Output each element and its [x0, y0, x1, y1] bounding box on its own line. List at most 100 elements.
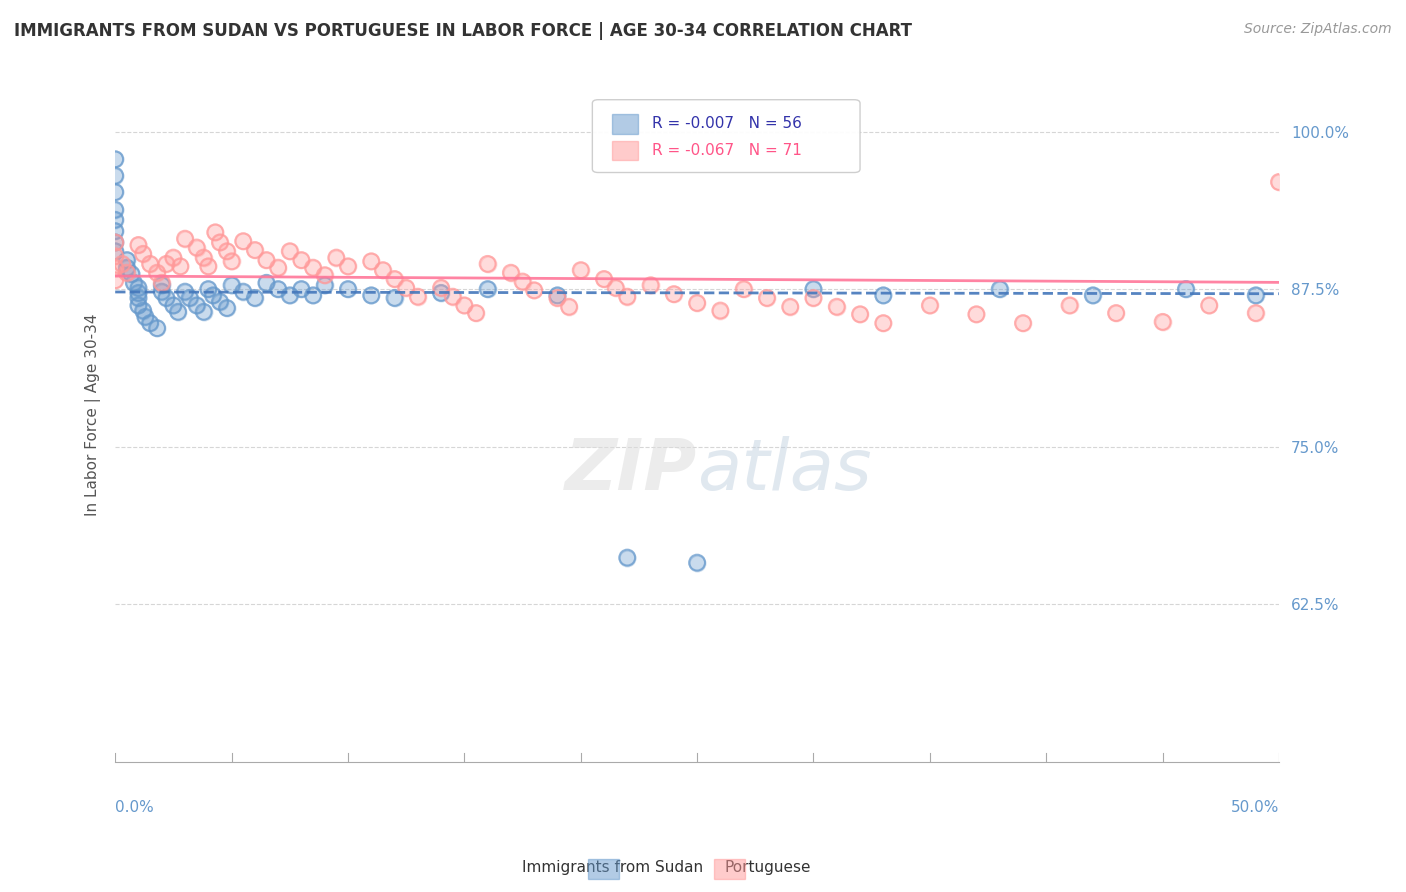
Point	[146, 266, 169, 280]
Point	[179, 291, 201, 305]
Point	[155, 291, 177, 305]
Point	[104, 244, 127, 259]
Point	[325, 251, 347, 265]
Point	[115, 266, 138, 280]
Point	[662, 287, 685, 301]
Point	[686, 296, 709, 310]
Point	[104, 224, 127, 238]
Point	[803, 282, 825, 296]
Point	[314, 268, 336, 283]
Point	[104, 249, 127, 263]
Point	[616, 550, 638, 565]
Point	[477, 257, 499, 271]
Point	[243, 243, 266, 257]
Point	[150, 285, 173, 299]
Point	[686, 556, 709, 570]
Point	[988, 282, 1011, 296]
Point	[174, 285, 197, 299]
Point	[208, 235, 231, 250]
Point	[1012, 316, 1035, 330]
Text: 0.0%: 0.0%	[115, 800, 153, 815]
Point	[406, 290, 429, 304]
Point	[150, 276, 173, 290]
Point	[593, 272, 616, 286]
Point	[215, 244, 238, 259]
Point	[1105, 306, 1128, 320]
Point	[523, 284, 546, 298]
Point	[640, 278, 662, 293]
Point	[267, 260, 290, 275]
Point	[150, 278, 173, 293]
Point	[146, 266, 169, 280]
Point	[384, 272, 406, 286]
Point	[278, 244, 301, 259]
Point	[441, 290, 464, 304]
Point	[546, 288, 568, 302]
Point	[256, 276, 278, 290]
Point	[232, 234, 254, 248]
Point	[104, 169, 127, 183]
Point	[616, 550, 638, 565]
Point	[825, 300, 848, 314]
Point	[132, 303, 155, 318]
Point	[546, 291, 568, 305]
Point	[290, 253, 312, 268]
Point	[104, 185, 127, 199]
Point	[733, 282, 755, 296]
Point	[314, 278, 336, 293]
Point	[122, 276, 145, 290]
Point	[127, 291, 149, 305]
Point	[360, 254, 382, 268]
Point	[803, 282, 825, 296]
Point	[605, 281, 627, 295]
Point	[709, 303, 731, 318]
Text: Source: ZipAtlas.com: Source: ZipAtlas.com	[1244, 22, 1392, 37]
Point	[104, 224, 127, 238]
Point	[290, 282, 312, 296]
Point	[640, 278, 662, 293]
Point	[1081, 288, 1104, 302]
Point	[115, 253, 138, 268]
Point	[512, 275, 534, 289]
Point	[453, 298, 475, 312]
Point	[278, 244, 301, 259]
Point	[208, 235, 231, 250]
Point	[139, 316, 162, 330]
Point	[197, 260, 219, 274]
Point	[162, 251, 184, 265]
Point	[104, 273, 127, 287]
Point	[127, 291, 149, 305]
Point	[127, 281, 149, 295]
Point	[384, 291, 406, 305]
Point	[371, 263, 394, 277]
Point	[918, 298, 941, 312]
Point	[336, 282, 359, 296]
Point	[302, 260, 325, 275]
Point	[104, 273, 127, 287]
Point	[755, 291, 778, 305]
Point	[132, 303, 155, 318]
Point	[111, 257, 134, 271]
Point	[325, 251, 347, 265]
Point	[115, 266, 138, 280]
Point	[1244, 306, 1267, 320]
Point	[453, 298, 475, 312]
Point	[221, 254, 243, 268]
Text: 50.0%: 50.0%	[1230, 800, 1279, 815]
Point	[314, 278, 336, 293]
Point	[290, 282, 312, 296]
Point	[221, 278, 243, 293]
Point	[755, 291, 778, 305]
Point	[441, 290, 464, 304]
Point	[115, 260, 138, 275]
Point	[139, 316, 162, 330]
Point	[662, 287, 685, 301]
Point	[215, 301, 238, 315]
Point	[193, 251, 215, 265]
Point	[127, 285, 149, 300]
Point	[499, 266, 522, 280]
Point	[477, 282, 499, 296]
Text: Immigrants from Sudan: Immigrants from Sudan	[522, 860, 703, 874]
Point	[208, 294, 231, 309]
Point	[104, 235, 127, 250]
